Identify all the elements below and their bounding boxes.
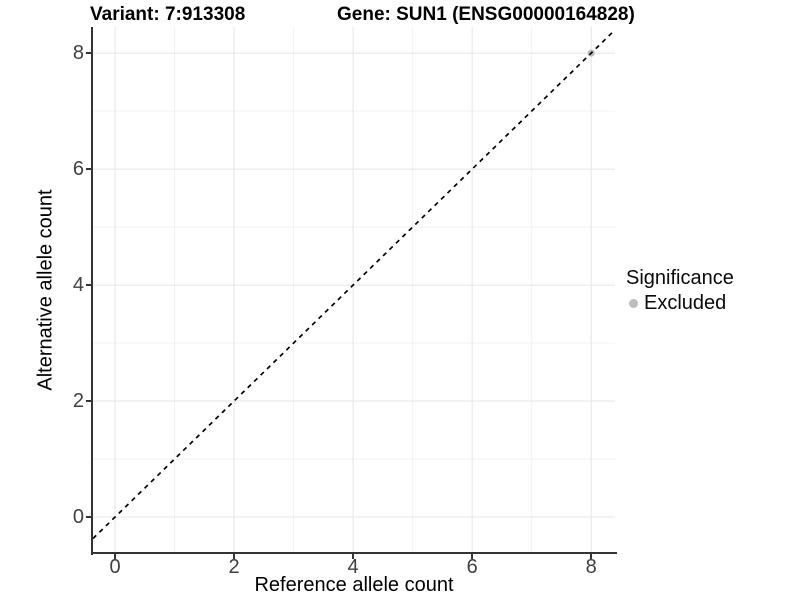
y-axis-title: Alternative allele count bbox=[34, 189, 57, 391]
x-tick-mark bbox=[114, 554, 117, 559]
variant-title: Variant: 7:913308 bbox=[90, 4, 246, 25]
x-tick-mark bbox=[590, 554, 593, 559]
plot-area bbox=[93, 27, 615, 553]
legend-key-dot-icon bbox=[629, 298, 638, 308]
identity-reference-line bbox=[93, 29, 615, 540]
x-tick-mark bbox=[233, 554, 236, 559]
y-tick-mark bbox=[86, 516, 91, 519]
x-tick-label: 0 bbox=[109, 556, 121, 578]
y-tick-label: 8 bbox=[72, 42, 84, 65]
x-tick-mark bbox=[471, 554, 474, 559]
y-tick-mark bbox=[86, 168, 91, 171]
y-tick-label: 4 bbox=[72, 274, 84, 297]
x-tick-label: 4 bbox=[347, 556, 359, 578]
y-tick-mark bbox=[86, 400, 91, 403]
legend: Significance Excluded bbox=[626, 266, 796, 315]
y-tick-mark bbox=[86, 52, 91, 55]
y-tick-mark bbox=[86, 284, 91, 287]
gene-title: Gene: SUN1 (ENSG00000164828) bbox=[337, 4, 635, 25]
x-axis-line bbox=[91, 552, 617, 554]
y-axis-line bbox=[91, 27, 93, 555]
y-tick-label: 6 bbox=[72, 158, 84, 181]
legend-item-label: Excluded bbox=[644, 292, 727, 314]
x-tick-mark bbox=[352, 554, 355, 559]
x-axis-title: Reference allele count bbox=[254, 574, 454, 596]
x-tick-label: 2 bbox=[228, 556, 240, 578]
legend-item-excluded: Excluded bbox=[626, 291, 796, 315]
x-tick-label: 6 bbox=[466, 556, 478, 578]
legend-title: Significance bbox=[626, 267, 734, 289]
plot-panel bbox=[93, 27, 615, 553]
y-tick-label: 0 bbox=[72, 506, 84, 529]
x-tick-label: 8 bbox=[585, 556, 597, 578]
y-tick-label: 2 bbox=[72, 390, 84, 413]
